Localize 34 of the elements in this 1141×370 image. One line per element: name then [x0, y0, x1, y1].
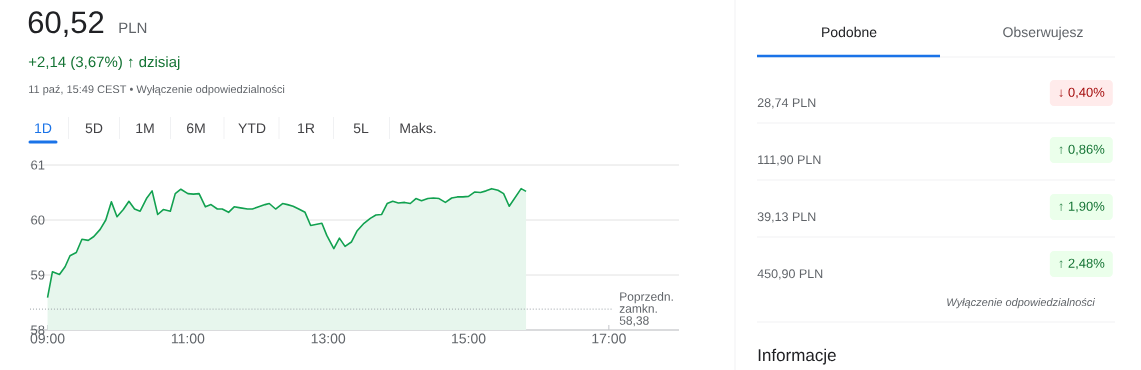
y-tick-label: 61 — [31, 160, 45, 170]
chart-title: 60,52 — [28, 11, 104, 37]
text: Obserwujesz — [1003, 26, 1083, 40]
text: ↓ 0,40% — [1059, 87, 1105, 99]
text: 5D — [85, 123, 103, 134]
text: 1M — [136, 123, 154, 133]
text: 28,74 PLN — [757, 98, 816, 109]
y-tick-label: 58 — [31, 325, 45, 335]
text: Informacje — [758, 348, 836, 365]
text: 450,90 PLN — [757, 269, 823, 280]
text: 6M — [187, 123, 205, 134]
y-tick-label: 59 — [31, 270, 45, 280]
x-tick-label: 09:00 — [30, 333, 65, 344]
text: ↑ 2,48% — [1059, 258, 1105, 270]
text: Maks. — [400, 122, 436, 134]
text: 39,13 PLN — [757, 212, 816, 223]
x-tick-label: 17:00 — [592, 333, 626, 344]
text: PLN — [119, 22, 147, 33]
text: Wyłączenie odpowiedzialności — [947, 297, 1096, 309]
text: YTD — [238, 123, 266, 133]
text: 5L — [353, 123, 369, 134]
x-tick-label: 13:00 — [311, 333, 346, 344]
text: 1R — [298, 123, 315, 133]
text: ↑ 1,90% — [1059, 201, 1105, 213]
x-tick-label: 15:00 — [452, 333, 486, 344]
text: 1D — [35, 123, 52, 133]
text: Podobne — [822, 26, 877, 38]
x-tick-label: 11:00 — [171, 333, 205, 344]
chart-subtitle: +2,14 (3,67%) ↑ dzisiaj — [28, 56, 180, 71]
text: ↑ 0,86% — [1059, 144, 1105, 156]
text: 111,90 PLN — [758, 155, 821, 166]
ref-line-label: Poprzedn. zamkn. 58,38 — [619, 292, 673, 327]
text: 11 paź, 15:49 CEST • Wyłączenie odpowiedzialności — [29, 84, 285, 96]
y-tick-label: 60 — [31, 215, 45, 225]
